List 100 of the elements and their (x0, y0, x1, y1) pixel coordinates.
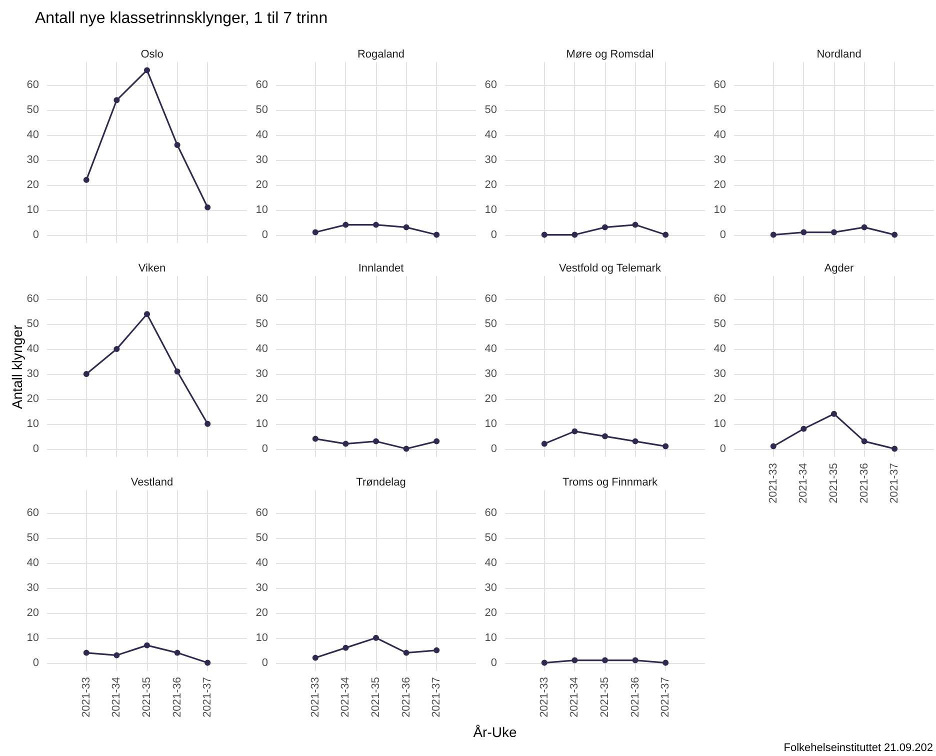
point (800, 426, 807, 432)
y-tick-label: 50 (26, 104, 39, 116)
text: Antall klynger (9, 324, 25, 410)
x-tick-label: 2021-37 (888, 463, 901, 504)
point (83, 370, 90, 377)
y-tick-label: 50 (256, 318, 268, 330)
x-tick-label: 2021-34 (798, 463, 810, 504)
point (800, 229, 807, 236)
y-tick-label: 30 (256, 368, 268, 380)
point (632, 222, 638, 228)
x-tick-label: 2021-34 (568, 677, 581, 718)
point (861, 224, 868, 230)
y-tick-label: 0 (32, 442, 39, 455)
chart-title: Agder (824, 262, 854, 274)
y-tick-label: 50 (256, 104, 268, 116)
y-tick-label: 40 (26, 343, 39, 356)
x-tick-label: 2021-37 (660, 677, 672, 718)
chart-title: Viken (138, 262, 166, 274)
x-tick-label: 2021-36 (858, 463, 870, 504)
point (831, 410, 837, 417)
point (312, 229, 318, 236)
point (174, 368, 180, 374)
x-tick-label: 2021-33 (309, 677, 322, 718)
y-tick-label: 30 (256, 154, 268, 166)
y-tick-label: 0 (262, 442, 268, 455)
y-tick-label: 50 (26, 532, 39, 544)
chart-title: Vestland (130, 476, 174, 488)
y-tick-label: 20 (484, 392, 497, 405)
x-tick-label: 2021-37 (430, 677, 443, 718)
y-tick-label: 10 (714, 418, 726, 430)
x-tick-label: 2021-34 (110, 677, 123, 718)
point (144, 311, 150, 318)
point (174, 650, 180, 656)
y-tick-label: 20 (256, 606, 268, 619)
y-tick-label: 10 (26, 204, 39, 216)
y-tick-label: 60 (26, 79, 39, 92)
point (892, 232, 898, 238)
y-tick-label: 60 (484, 293, 497, 306)
point (114, 652, 120, 658)
x-tick-label: 2021-36 (400, 677, 412, 718)
point (602, 433, 608, 440)
point (114, 346, 120, 352)
point (403, 224, 410, 230)
y-tick-label: 40 (26, 129, 39, 142)
y-tick-label: 20 (26, 606, 39, 619)
x-tick-label: 2021-33 (767, 463, 780, 504)
y-tick-label: 40 (714, 343, 726, 356)
point (434, 232, 440, 238)
y-tick-label: 40 (484, 343, 497, 356)
chart-title: Innlandet (358, 262, 404, 274)
point (83, 650, 90, 656)
point (144, 642, 150, 648)
point (632, 438, 638, 444)
text: Antall nye klassetrinnsklynger, 1 til 7 trinn (35, 10, 328, 28)
point (342, 644, 349, 651)
chart-title: Nordland (816, 48, 862, 60)
y-tick-label: 0 (490, 228, 497, 241)
y-tick-label: 40 (26, 557, 39, 570)
point (204, 420, 211, 427)
point (144, 67, 150, 74)
point (770, 232, 776, 238)
y-tick-label: 30 (714, 368, 726, 380)
y-tick-label: 0 (32, 656, 39, 669)
y-tick-label: 0 (262, 228, 268, 241)
y-tick-label: 0 (720, 228, 726, 241)
point (403, 446, 410, 452)
y-tick-label: 30 (256, 582, 268, 594)
point (434, 647, 440, 654)
point (662, 232, 669, 238)
point (770, 443, 776, 450)
point (403, 650, 410, 656)
y-tick-label: 50 (714, 104, 726, 116)
y-tick-label: 40 (256, 343, 268, 356)
point (831, 229, 837, 236)
point (312, 436, 318, 442)
y-tick-label: 30 (714, 154, 726, 166)
y-tick-label: 20 (714, 392, 726, 405)
x-tick-label: 2021-37 (202, 677, 214, 718)
y-tick-label: 10 (26, 418, 39, 430)
y-tick-label: 60 (26, 293, 39, 306)
y-tick-label: 50 (26, 318, 39, 330)
x-tick-label: 2021-35 (828, 463, 840, 504)
y-tick-label: 50 (484, 318, 497, 330)
y-tick-label: 20 (256, 178, 268, 191)
y-tick-label: 50 (484, 532, 497, 544)
point (602, 224, 608, 230)
text: Folkehelseinstituttet 21.09.202 (784, 742, 933, 754)
point (83, 176, 90, 183)
y-tick-label: 10 (484, 418, 497, 430)
point (373, 222, 379, 228)
y-tick-label: 40 (484, 557, 497, 570)
point (114, 97, 120, 104)
x-tick-label: 2021-35 (599, 677, 611, 718)
y-tick-label: 60 (256, 79, 268, 92)
point (373, 438, 379, 444)
y-tick-label: 20 (26, 178, 39, 191)
y-tick-label: 20 (714, 178, 726, 191)
y-tick-label: 0 (720, 442, 726, 455)
y-tick-label: 50 (256, 532, 268, 544)
y-tick-label: 10 (256, 204, 268, 216)
